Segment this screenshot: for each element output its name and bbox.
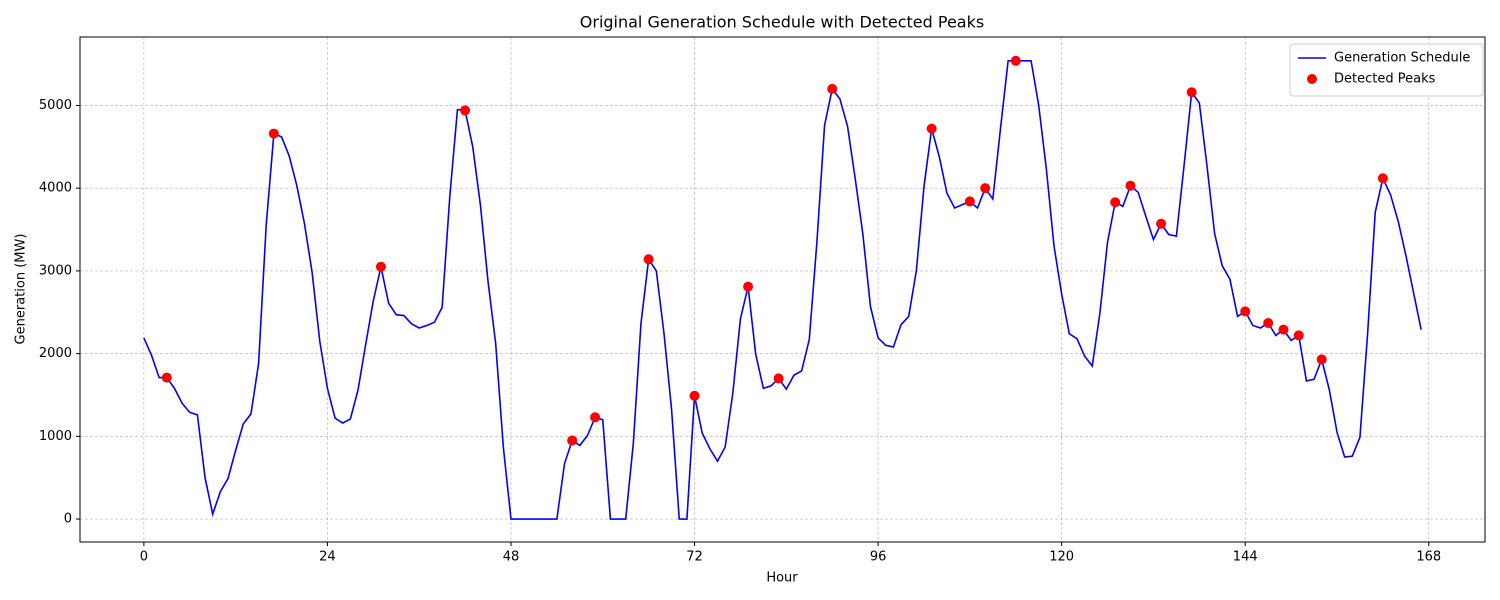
y-axis-label: Generation (MW) bbox=[14, 234, 29, 345]
peak-marker bbox=[460, 105, 471, 116]
peak-marker bbox=[375, 261, 386, 272]
x-tick-label: 168 bbox=[1416, 550, 1441, 565]
peak-marker bbox=[1377, 173, 1388, 184]
y-tick-label: 3000 bbox=[39, 263, 72, 278]
peak-marker bbox=[827, 83, 838, 94]
peak-marker bbox=[743, 281, 754, 292]
peak-marker bbox=[1125, 180, 1136, 191]
peak-marker bbox=[590, 412, 601, 423]
x-tick-label: 48 bbox=[503, 550, 520, 565]
x-tick-label: 0 bbox=[140, 550, 148, 565]
peak-marker bbox=[1110, 197, 1121, 208]
x-tick-label: 144 bbox=[1233, 550, 1258, 565]
peak-marker bbox=[161, 372, 172, 383]
peak-marker bbox=[1263, 318, 1274, 329]
y-tick-label: 5000 bbox=[39, 98, 72, 113]
peak-marker bbox=[1156, 218, 1167, 229]
legend-swatch bbox=[1307, 74, 1317, 84]
x-tick-label: 24 bbox=[319, 550, 336, 565]
chart-title: Original Generation Schedule with Detect… bbox=[580, 13, 984, 32]
peak-marker bbox=[1010, 55, 1021, 66]
line bbox=[143, 59, 1422, 520]
peak-marker bbox=[773, 373, 784, 384]
y-tick-label: 4000 bbox=[39, 181, 72, 196]
plot-frame bbox=[79, 36, 1486, 543]
peak-marker bbox=[268, 128, 279, 139]
peak-marker bbox=[964, 196, 975, 207]
peak-marker bbox=[643, 254, 654, 265]
peak-marker bbox=[1293, 330, 1304, 341]
y-tick-label: 0 bbox=[64, 512, 72, 527]
peak-marker bbox=[1278, 324, 1289, 335]
peak-marker bbox=[1240, 306, 1251, 317]
legend-box bbox=[1289, 43, 1484, 97]
peak-marker bbox=[926, 123, 937, 134]
peak-marker bbox=[1316, 354, 1327, 365]
peak-marker bbox=[689, 390, 700, 401]
peak-marker bbox=[1186, 87, 1197, 98]
peak-marker bbox=[567, 435, 578, 446]
legend-label: Generation Schedule bbox=[1334, 51, 1470, 66]
x-axis-label: Hour bbox=[766, 571, 798, 586]
x-tick-label: 72 bbox=[686, 550, 703, 565]
y-tick-label: 1000 bbox=[39, 429, 72, 444]
x-tick-label: 120 bbox=[1049, 550, 1074, 565]
peak-marker bbox=[980, 183, 991, 194]
y-tick-label: 2000 bbox=[39, 346, 72, 361]
legend-label: Detected Peaks bbox=[1334, 72, 1436, 87]
x-tick-label: 96 bbox=[870, 550, 887, 565]
